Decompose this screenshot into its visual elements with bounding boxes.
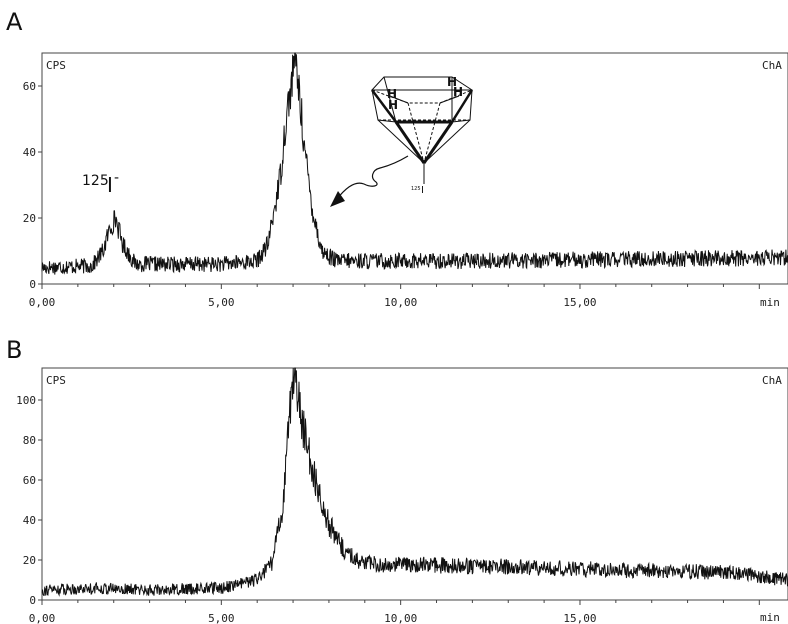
arrow-squiggle bbox=[335, 155, 409, 201]
arrow-head bbox=[330, 191, 345, 207]
panel-b-letter: B bbox=[6, 336, 22, 364]
y-tick-label: 20 bbox=[23, 554, 36, 567]
x-tick-label: 15,00 bbox=[563, 296, 596, 309]
cage-edge-3 bbox=[383, 76, 397, 123]
h-label-3: H bbox=[447, 75, 457, 89]
cage-back-dashed-1 bbox=[371, 89, 473, 104]
cage-back-dashed-2 bbox=[407, 102, 425, 164]
x-tick-label: 0,00 bbox=[29, 296, 56, 309]
iodine-symbol: I bbox=[421, 185, 424, 196]
panel-b-y-axis: 0 20 40 60 80 100 bbox=[16, 394, 42, 607]
cage-h-bond-2 bbox=[439, 95, 460, 104]
cage-top-edge bbox=[371, 76, 473, 91]
y-tick-label: 40 bbox=[23, 514, 36, 527]
panel-b-x-unit: min bbox=[760, 611, 780, 624]
panel-b-x-axis: 0,00 5,00 10,00 15,00 bbox=[29, 600, 760, 624]
x-tick-label: 15,00 bbox=[563, 612, 596, 624]
cage-bold-upper-left bbox=[371, 89, 397, 123]
x-tick-label: 10,00 bbox=[384, 296, 417, 309]
panel-a-cps-label: CPS bbox=[46, 59, 66, 72]
panel-a-trace bbox=[41, 52, 788, 275]
annotation-arrow bbox=[330, 155, 409, 207]
panel-b: B CPS ChA min 0 20 40 60 80 100 0,00 5,00 10,00… bbox=[6, 336, 788, 624]
panel-a-frame bbox=[41, 52, 788, 285]
iodide-charge: - bbox=[114, 170, 119, 186]
y-tick-label: 0 bbox=[29, 594, 36, 607]
panel-a-x-axis: 0,00 5,00 10,00 15,00 bbox=[29, 284, 760, 309]
h-label-4: H bbox=[453, 85, 463, 99]
x-tick-label: 5,00 bbox=[208, 612, 235, 624]
iodide-peak-label: 125 I - bbox=[82, 170, 119, 197]
panel-b-channel-label: ChA bbox=[762, 374, 782, 387]
y-tick-label: 80 bbox=[23, 434, 36, 447]
y-tick-label: 0 bbox=[29, 278, 36, 291]
cage-bold-right bbox=[422, 121, 454, 164]
iodide-mass-number: 125 bbox=[82, 173, 109, 189]
carborane-structure-inset bbox=[371, 76, 474, 184]
y-tick-label: 60 bbox=[23, 80, 36, 93]
panel-a-letter: A bbox=[6, 8, 23, 36]
h-label-2: H bbox=[387, 87, 397, 101]
x-tick-label: 5,00 bbox=[208, 296, 235, 309]
cage-bold-upper-right bbox=[450, 89, 474, 123]
y-tick-label: 40 bbox=[23, 146, 36, 159]
cage-bold-left bbox=[394, 121, 426, 164]
cage-edge-2 bbox=[423, 119, 471, 164]
panel-a-x-unit: min bbox=[760, 296, 780, 309]
x-tick-label: 10,00 bbox=[384, 612, 417, 624]
y-tick-label: 20 bbox=[23, 212, 36, 225]
x-tick-label: 0,00 bbox=[29, 612, 56, 624]
panel-a-y-axis: 0 20 40 60 bbox=[23, 80, 42, 291]
cage-edge-1 bbox=[377, 119, 425, 164]
panel-b-frame bbox=[41, 367, 788, 601]
panel-a: A CPS ChA min 0 20 40 60 0,00 5,00 10,00 15,00… bbox=[6, 8, 788, 309]
y-tick-label: 100 bbox=[16, 394, 36, 407]
iodide-symbol: I bbox=[107, 173, 113, 197]
iodine-mass-number: 125 bbox=[411, 186, 421, 192]
panel-b-trace bbox=[41, 367, 788, 597]
y-tick-label: 60 bbox=[23, 474, 36, 487]
cage-back-dashed-3 bbox=[423, 102, 441, 164]
cage-h-bond-1 bbox=[389, 95, 409, 104]
h-label-1: H bbox=[388, 98, 398, 112]
panel-b-cps-label: CPS bbox=[46, 374, 66, 387]
panel-a-channel-label: ChA bbox=[762, 59, 782, 72]
